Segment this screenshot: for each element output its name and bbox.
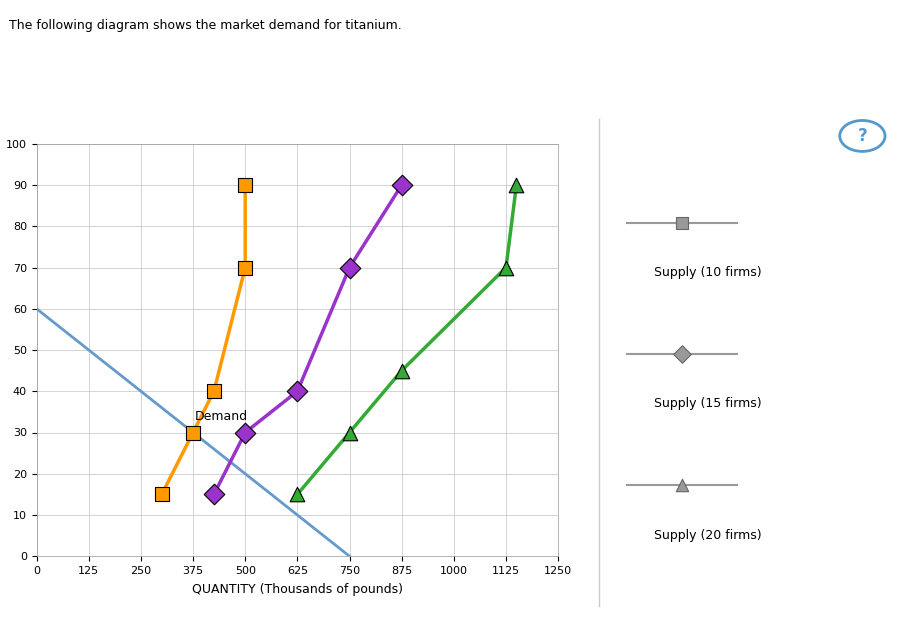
Point xyxy=(394,180,409,190)
Point xyxy=(342,262,357,272)
Point xyxy=(674,480,689,490)
Text: Demand: Demand xyxy=(195,410,248,423)
X-axis label: QUANTITY (Thousands of pounds): QUANTITY (Thousands of pounds) xyxy=(192,583,403,596)
Point xyxy=(207,386,221,396)
Point xyxy=(342,428,357,438)
Point xyxy=(290,386,305,396)
Text: Supply (15 firms): Supply (15 firms) xyxy=(654,398,762,411)
Point xyxy=(290,489,305,499)
Text: The following diagram shows the market demand for titanium.: The following diagram shows the market d… xyxy=(9,19,402,32)
Point xyxy=(238,262,253,272)
Point xyxy=(238,428,253,438)
Text: Supply (20 firms): Supply (20 firms) xyxy=(654,529,762,542)
Point xyxy=(674,217,689,227)
Point xyxy=(207,489,221,499)
Point xyxy=(509,180,523,190)
Point xyxy=(499,262,513,272)
Point xyxy=(238,180,253,190)
Point xyxy=(674,349,689,359)
Point xyxy=(394,366,409,376)
Text: ?: ? xyxy=(857,127,867,145)
Point xyxy=(186,428,200,438)
Point xyxy=(155,489,169,499)
Text: Supply (10 firms): Supply (10 firms) xyxy=(654,266,762,279)
